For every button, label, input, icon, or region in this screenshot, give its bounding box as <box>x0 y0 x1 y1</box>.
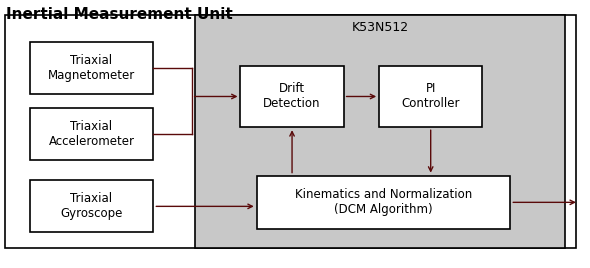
Bar <box>5 15 576 248</box>
Bar <box>30 108 153 160</box>
Text: Triaxial
Gyroscope: Triaxial Gyroscope <box>60 192 123 220</box>
Bar <box>257 176 510 229</box>
Bar <box>379 66 482 127</box>
Text: Triaxial
Magnetometer: Triaxial Magnetometer <box>48 54 135 82</box>
Bar <box>30 42 153 95</box>
Bar <box>241 66 343 127</box>
Bar <box>195 15 565 248</box>
Bar <box>30 180 153 232</box>
Text: Inertial Measurement Unit: Inertial Measurement Unit <box>6 7 232 22</box>
Text: Drift
Detection: Drift Detection <box>263 83 321 110</box>
Text: PI
Controller: PI Controller <box>401 83 460 110</box>
Text: K53N512: K53N512 <box>352 21 408 35</box>
Text: Triaxial
Accelerometer: Triaxial Accelerometer <box>48 120 135 148</box>
Text: Kinematics and Normalization
(DCM Algorithm): Kinematics and Normalization (DCM Algori… <box>295 188 472 216</box>
